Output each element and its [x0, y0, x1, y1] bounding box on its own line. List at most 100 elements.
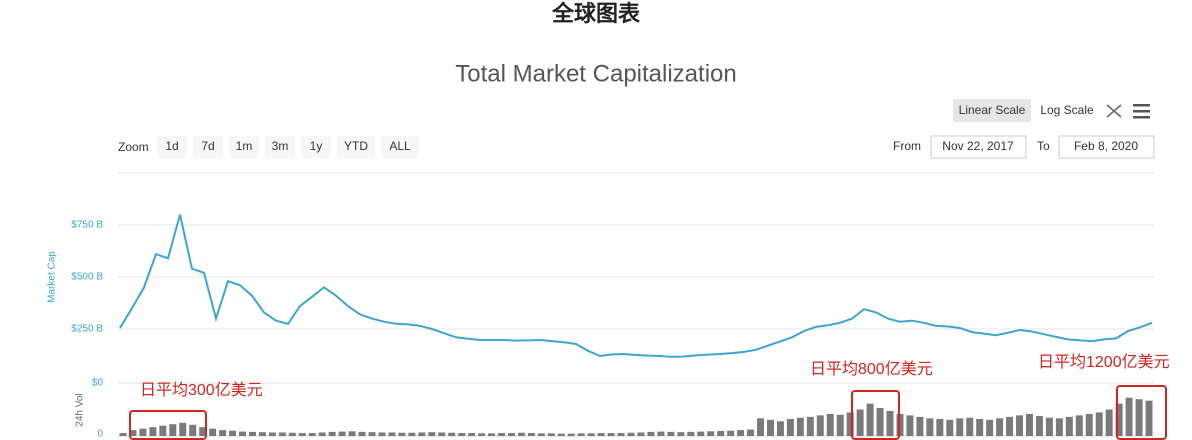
volume-bar — [478, 433, 486, 436]
y-top-label: $0 — [92, 378, 104, 389]
volume-bar — [637, 432, 645, 436]
zoom-button-bg[interactable] — [301, 136, 331, 158]
volume-bar — [209, 428, 217, 436]
zoom-button[interactable]: YTD — [344, 139, 368, 153]
volume-bar — [916, 416, 924, 436]
volume-bar — [737, 430, 745, 436]
y-axis-label: 24h Vol — [75, 393, 86, 426]
volume-bar — [328, 431, 336, 436]
volume-bar — [189, 424, 197, 436]
volume-bar — [1006, 416, 1014, 436]
zoom-button[interactable]: ALL — [389, 139, 411, 153]
y-tick-label: $500 B — [71, 272, 103, 283]
volume-bar — [1115, 403, 1123, 436]
y-tick-label: $250 B — [71, 324, 103, 335]
zoom-button[interactable]: 1y — [310, 139, 323, 153]
zoom-button-bg[interactable] — [337, 136, 375, 158]
volume-bar — [587, 433, 595, 436]
volume-bar — [1095, 412, 1103, 436]
volume-bar — [956, 418, 964, 436]
volume-bar — [1105, 409, 1113, 436]
volume-bar — [507, 433, 515, 436]
volume-bar — [159, 425, 167, 436]
to-label: To — [1037, 139, 1050, 153]
page-title: 全球图表 — [551, 1, 641, 26]
zoom-button-bg[interactable] — [157, 136, 187, 158]
zoom-button[interactable]: 1m — [236, 139, 253, 153]
volume-bar — [388, 432, 396, 436]
zoom-label: Zoom — [118, 140, 149, 154]
volume-bar — [557, 433, 565, 436]
volume-bar — [1075, 415, 1083, 436]
volume-bar — [298, 433, 306, 436]
zoom-button-bg[interactable] — [193, 136, 223, 158]
volume-bar — [219, 430, 227, 436]
volume-bar — [776, 421, 784, 436]
volume-bar — [936, 418, 944, 436]
volume-bar — [657, 431, 665, 436]
date-input[interactable] — [1058, 135, 1155, 159]
volume-bar — [368, 432, 376, 436]
volume-bar — [946, 419, 954, 436]
volume-bar — [796, 417, 804, 436]
volume-bar — [816, 415, 824, 436]
volume-bar — [468, 433, 476, 436]
volume-bar — [687, 431, 695, 436]
volume-bar — [498, 433, 506, 436]
zoom-button-bg[interactable] — [381, 136, 419, 158]
volume-bar — [886, 410, 894, 436]
volume-bar — [428, 432, 436, 436]
volume-bar — [607, 433, 615, 436]
volume-bar — [458, 433, 466, 436]
volume-bar — [448, 432, 456, 436]
volume-bar — [1145, 400, 1153, 436]
zoom-button[interactable]: 3m — [272, 139, 289, 153]
volume-bar — [488, 433, 496, 436]
menu-icon[interactable] — [1133, 104, 1150, 119]
scale-button[interactable]: Log Scale — [1040, 103, 1094, 117]
volume-bar — [378, 432, 386, 436]
volume-bar — [288, 432, 296, 436]
scale-button[interactable]: Linear Scale — [959, 103, 1026, 117]
volume-bar — [747, 429, 755, 436]
volume-bar — [179, 422, 187, 436]
volume-bar — [239, 431, 247, 436]
volume-bar — [1085, 413, 1093, 436]
annotation: 日平均1200亿美元 — [1038, 353, 1170, 371]
volume-bar — [597, 433, 605, 436]
volume-bar — [169, 424, 177, 436]
highlight-box — [129, 385, 1167, 440]
volume-bar — [667, 431, 675, 436]
zoom-button[interactable]: 1d — [165, 139, 178, 153]
volume-bar — [527, 433, 535, 436]
y-axis-label: Market Cap — [47, 251, 58, 303]
volume-bar — [766, 419, 774, 436]
volume-bar — [866, 403, 874, 436]
volume-bar — [418, 432, 426, 436]
zoom-button[interactable]: 7d — [201, 139, 214, 153]
fullscreen-icon[interactable] — [1106, 104, 1122, 118]
volume-bar — [806, 416, 814, 436]
volume-bar — [308, 433, 316, 436]
volume-bar — [318, 432, 326, 436]
volume-bar — [348, 431, 356, 436]
volume-bar — [986, 419, 994, 436]
volume-bar — [757, 418, 765, 436]
volume-bar — [707, 431, 715, 436]
volume-bar — [119, 433, 127, 436]
volume-bar — [278, 432, 286, 436]
volume-bar — [856, 409, 864, 436]
volume-bar — [1125, 397, 1133, 436]
zoom-button-bg[interactable] — [265, 136, 295, 158]
volume-bar — [248, 431, 256, 436]
volume-bar — [139, 428, 147, 436]
zoom-button-bg[interactable] — [229, 136, 259, 158]
volume-bar — [1065, 416, 1073, 436]
volume-bar — [697, 431, 705, 436]
volume-bar — [617, 433, 625, 436]
from-date[interactable]: Nov 22, 2017 — [942, 139, 1014, 153]
date-input[interactable] — [930, 135, 1027, 159]
to-date[interactable]: Feb 8, 2020 — [1074, 139, 1138, 153]
volume-bar — [786, 418, 794, 436]
